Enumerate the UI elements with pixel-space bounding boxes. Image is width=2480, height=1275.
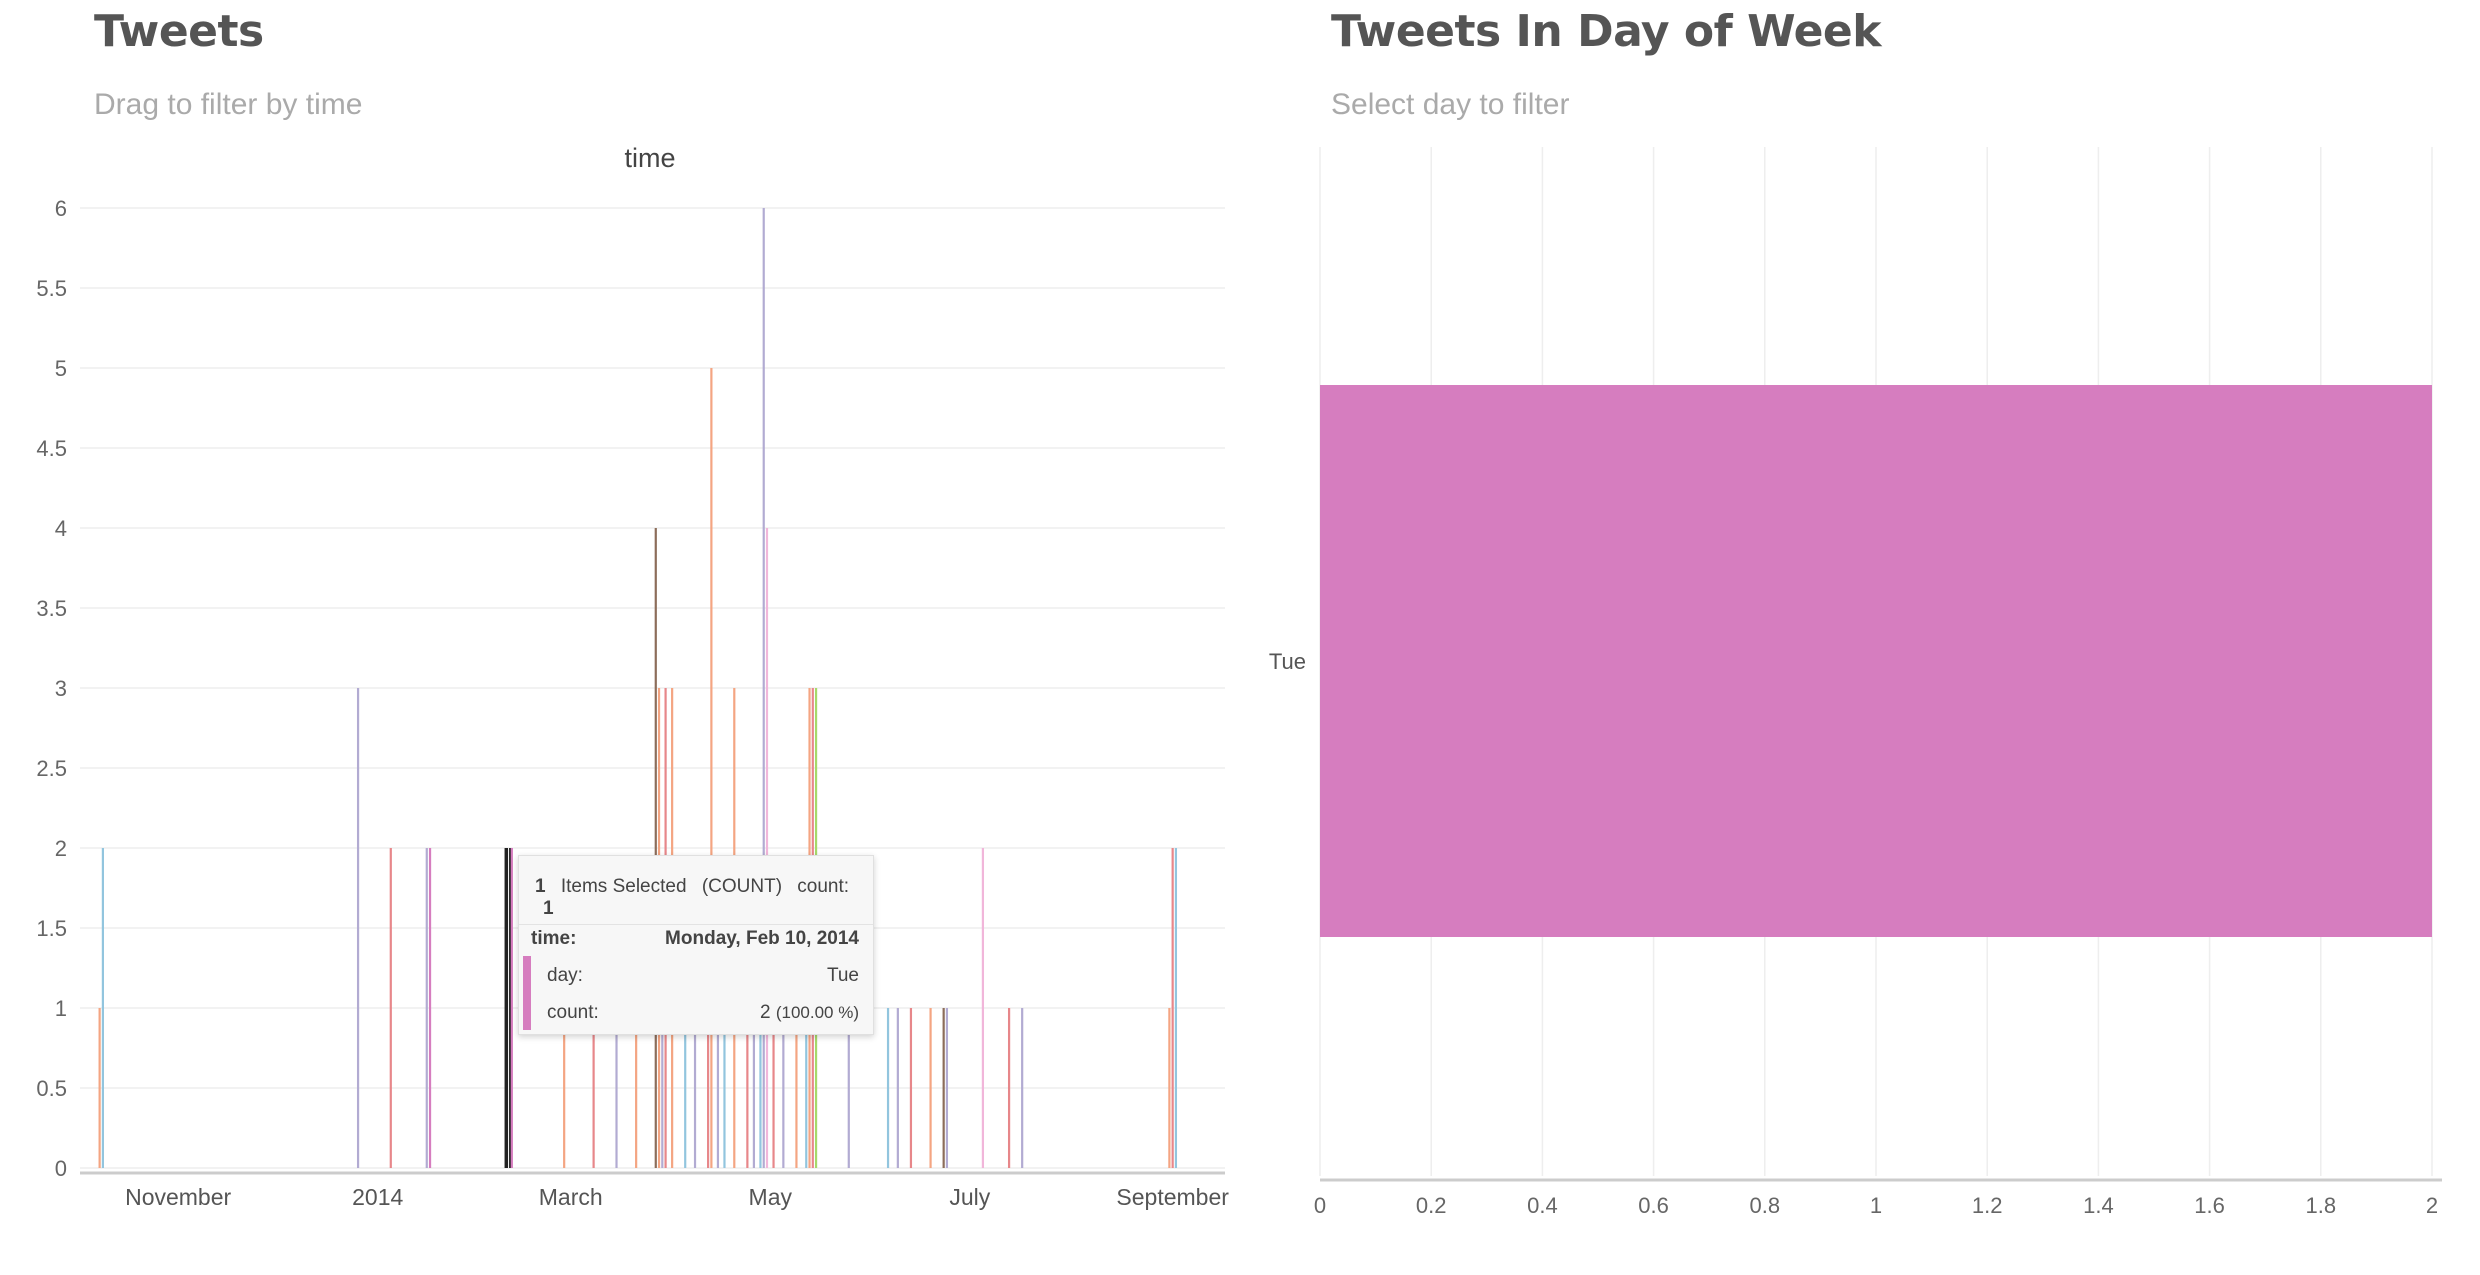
tooltip-selected-count: 1 [535,876,546,897]
x-tick-label: 0.6 [1638,1193,1669,1218]
y-tick-label: 5.5 [36,276,67,301]
chart-title: time [624,143,675,173]
tweets-panel-title: Tweets [94,6,264,57]
tooltip-time-row: time: Monday, Feb 10, 2014 [531,928,859,956]
y-tick-label: 3.5 [36,596,67,621]
x-tick-label: March [539,1184,603,1210]
y-tick-label: 2.5 [36,756,67,781]
tooltip-agg-label: (COUNT) [701,876,783,897]
day-of-week-panel-subtitle: Select day to filter [1331,88,1570,121]
tweets-time-chart[interactable]: time 0 0.5 1 1.5 2 2.5 3 3.5 4 4.5 5 5.5 6 November 201… [0,0,1260,1275]
y-tick-label: 0 [55,1156,67,1181]
x-tick-label: 1.8 [2306,1193,2337,1218]
tooltip-header: 1 Items Selected (COUNT) count: 1 [535,876,859,919]
x-tick-label: 2 [2426,1193,2438,1218]
day-of-week-panel-title: Tweets In Day of Week [1331,6,1882,57]
y-tick-label: 4.5 [36,436,67,461]
tooltip-count-row: count: 2 (100.00 %) [547,1002,859,1030]
x-tick-label: 1.6 [2194,1193,2225,1218]
y-tick-label: 5 [55,356,67,381]
y-tick-label: 1 [55,996,67,1021]
x-tick-label: 1.2 [1972,1193,2003,1218]
x-tick-label: 0.8 [1750,1193,1781,1218]
tooltip-time-label: time: [531,928,577,949]
tooltip-time-value: Monday, Feb 10, 2014 [665,928,859,949]
y-tick-label: 0.5 [36,1076,67,1101]
tooltip-count2-value: 2 [759,1002,771,1023]
x-tick-label: November [125,1184,231,1210]
hover-tooltip: 1 Items Selected (COUNT) count: 1 time: … [518,855,874,1035]
y-tick-label: 4 [55,516,67,541]
y-tick-label: 2 [55,836,67,861]
y-tick-label: 1.5 [36,916,67,941]
tooltip-count-label: count: [797,876,850,897]
y-category-label: Tue [1269,649,1306,674]
y-tick-label: 3 [55,676,67,701]
x-tick-label: May [749,1184,793,1210]
day-of-week-chart[interactable]: 0 0.2 0.4 0.6 0.8 1 1.2 1.4 1.6 1.8 2 Tue [1240,0,2480,1275]
x-tick-label: 0.4 [1527,1193,1558,1218]
tooltip-divider [519,924,873,925]
tooltip-color-swatch [523,956,531,1030]
x-tick-label: 1 [1870,1193,1882,1218]
x-tick-label: 0 [1314,1193,1326,1218]
tweets-panel-subtitle: Drag to filter by time [94,88,363,121]
x-tick-label: September [1116,1184,1229,1210]
tooltip-count2-pct: (100.00 %) [775,1003,859,1022]
tooltip-count2-value-wrap: 2 (100.00 %) [760,1002,859,1024]
tooltip-selected-label: Items Selected [560,876,687,897]
x-tick-label: 0.2 [1416,1193,1447,1218]
y-tick-label: 6 [55,196,67,221]
x-tick-label: July [949,1184,990,1210]
tooltip-count-value: 1 [543,898,554,919]
tooltip-day-row: day: Tue [547,965,859,993]
tooltip-count2-label: count: [547,1002,599,1023]
day-bar-tue [1320,385,2432,937]
x-tick-label: 1.4 [2083,1193,2114,1218]
tooltip-day-label: day: [547,965,583,986]
tooltip-day-value: Tue [826,965,859,986]
x-tick-label: 2014 [352,1184,403,1210]
